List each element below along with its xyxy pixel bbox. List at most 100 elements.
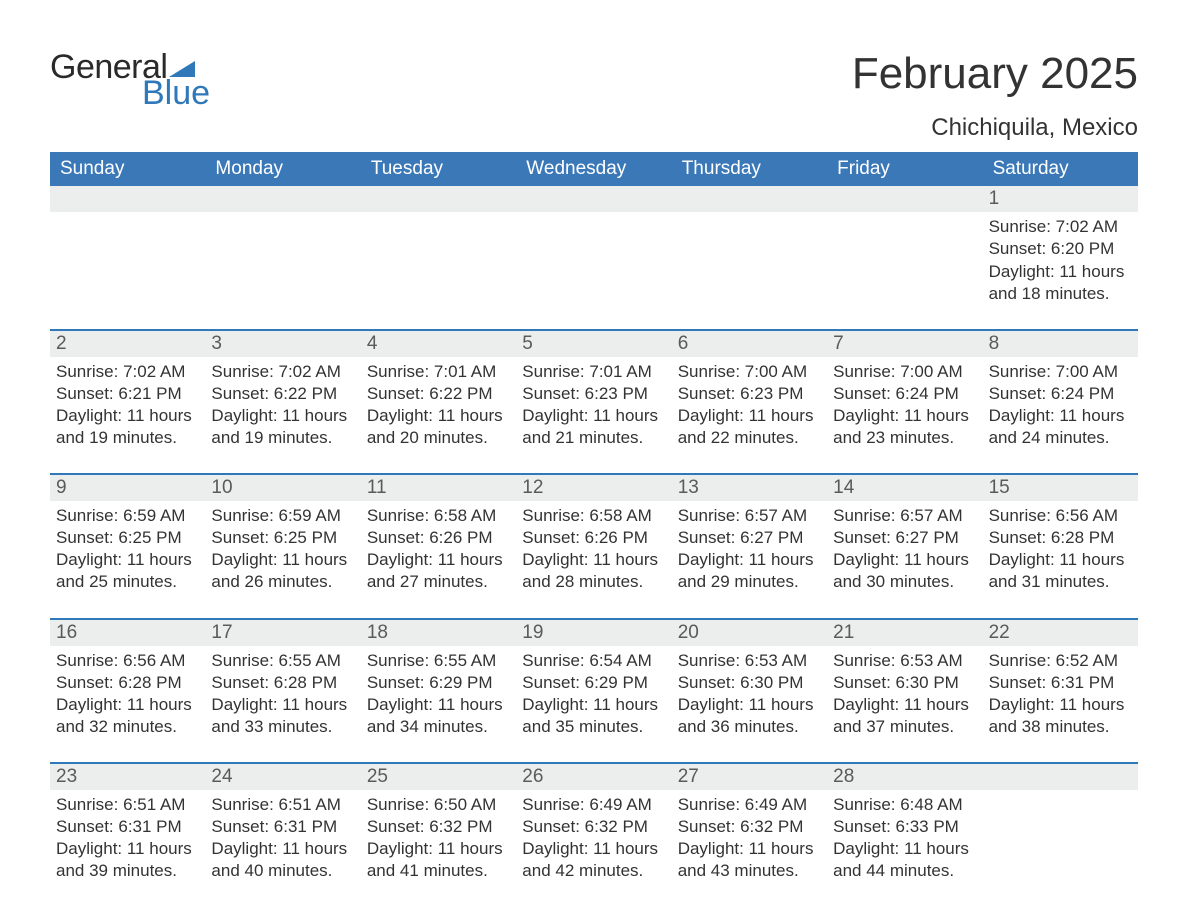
day-info xyxy=(50,212,205,304)
sunset-line: Sunset: 6:31 PM xyxy=(56,816,199,838)
day-cell xyxy=(361,186,516,304)
day-number: 14 xyxy=(827,475,982,501)
day-cell: 3Sunrise: 7:02 AMSunset: 6:22 PMDaylight… xyxy=(205,331,360,449)
day-number: 3 xyxy=(205,331,360,357)
sunrise-line: Sunrise: 6:55 AM xyxy=(367,650,510,672)
week-row: 16Sunrise: 6:56 AMSunset: 6:28 PMDayligh… xyxy=(50,618,1138,738)
sunset-line: Sunset: 6:21 PM xyxy=(56,383,199,405)
daylight-line: Daylight: 11 hours and 19 minutes. xyxy=(56,405,199,449)
day-number: 17 xyxy=(205,620,360,646)
sunset-line: Sunset: 6:22 PM xyxy=(211,383,354,405)
daylight-line: Daylight: 11 hours and 34 minutes. xyxy=(367,694,510,738)
daylight-line: Daylight: 11 hours and 38 minutes. xyxy=(989,694,1132,738)
day-info: Sunrise: 6:59 AMSunset: 6:25 PMDaylight:… xyxy=(50,501,205,593)
daylight-line: Daylight: 11 hours and 33 minutes. xyxy=(211,694,354,738)
day-number xyxy=(672,186,827,212)
day-number: 10 xyxy=(205,475,360,501)
day-number xyxy=(50,186,205,212)
day-info: Sunrise: 6:55 AMSunset: 6:28 PMDaylight:… xyxy=(205,646,360,738)
day-cell: 25Sunrise: 6:50 AMSunset: 6:32 PMDayligh… xyxy=(361,764,516,882)
sunset-line: Sunset: 6:30 PM xyxy=(678,672,821,694)
daylight-line: Daylight: 11 hours and 42 minutes. xyxy=(522,838,665,882)
day-number xyxy=(516,186,671,212)
day-cell: 28Sunrise: 6:48 AMSunset: 6:33 PMDayligh… xyxy=(827,764,982,882)
sunrise-line: Sunrise: 7:01 AM xyxy=(367,361,510,383)
day-info: Sunrise: 6:50 AMSunset: 6:32 PMDaylight:… xyxy=(361,790,516,882)
sunset-line: Sunset: 6:28 PM xyxy=(989,527,1132,549)
sunrise-line: Sunrise: 6:49 AM xyxy=(678,794,821,816)
day-info: Sunrise: 6:48 AMSunset: 6:33 PMDaylight:… xyxy=(827,790,982,882)
day-number: 8 xyxy=(983,331,1138,357)
daylight-line: Daylight: 11 hours and 24 minutes. xyxy=(989,405,1132,449)
daylight-line: Daylight: 11 hours and 31 minutes. xyxy=(989,549,1132,593)
daylight-line: Daylight: 11 hours and 32 minutes. xyxy=(56,694,199,738)
sunset-line: Sunset: 6:26 PM xyxy=(522,527,665,549)
day-cell: 2Sunrise: 7:02 AMSunset: 6:21 PMDaylight… xyxy=(50,331,205,449)
sunrise-line: Sunrise: 6:58 AM xyxy=(522,505,665,527)
day-info: Sunrise: 6:51 AMSunset: 6:31 PMDaylight:… xyxy=(50,790,205,882)
day-number: 23 xyxy=(50,764,205,790)
sunset-line: Sunset: 6:32 PM xyxy=(522,816,665,838)
dow-cell: Friday xyxy=(827,152,982,186)
sunset-line: Sunset: 6:20 PM xyxy=(989,238,1132,260)
daylight-line: Daylight: 11 hours and 18 minutes. xyxy=(989,261,1132,305)
daylight-line: Daylight: 11 hours and 43 minutes. xyxy=(678,838,821,882)
day-number: 26 xyxy=(516,764,671,790)
sunset-line: Sunset: 6:30 PM xyxy=(833,672,976,694)
day-cell: 9Sunrise: 6:59 AMSunset: 6:25 PMDaylight… xyxy=(50,475,205,593)
day-cell: 17Sunrise: 6:55 AMSunset: 6:28 PMDayligh… xyxy=(205,620,360,738)
daylight-line: Daylight: 11 hours and 30 minutes. xyxy=(833,549,976,593)
sunset-line: Sunset: 6:32 PM xyxy=(367,816,510,838)
day-info xyxy=(361,212,516,304)
sunset-line: Sunset: 6:29 PM xyxy=(522,672,665,694)
day-info: Sunrise: 6:59 AMSunset: 6:25 PMDaylight:… xyxy=(205,501,360,593)
day-number: 27 xyxy=(672,764,827,790)
sunset-line: Sunset: 6:31 PM xyxy=(211,816,354,838)
day-number: 28 xyxy=(827,764,982,790)
day-info: Sunrise: 6:56 AMSunset: 6:28 PMDaylight:… xyxy=(50,646,205,738)
sunrise-line: Sunrise: 6:57 AM xyxy=(833,505,976,527)
day-number: 15 xyxy=(983,475,1138,501)
daylight-line: Daylight: 11 hours and 22 minutes. xyxy=(678,405,821,449)
day-cell: 24Sunrise: 6:51 AMSunset: 6:31 PMDayligh… xyxy=(205,764,360,882)
day-cell: 18Sunrise: 6:55 AMSunset: 6:29 PMDayligh… xyxy=(361,620,516,738)
day-info: Sunrise: 6:53 AMSunset: 6:30 PMDaylight:… xyxy=(827,646,982,738)
daylight-line: Daylight: 11 hours and 37 minutes. xyxy=(833,694,976,738)
day-info: Sunrise: 6:54 AMSunset: 6:29 PMDaylight:… xyxy=(516,646,671,738)
day-info: Sunrise: 7:00 AMSunset: 6:23 PMDaylight:… xyxy=(672,357,827,449)
sunset-line: Sunset: 6:24 PM xyxy=(833,383,976,405)
day-number: 22 xyxy=(983,620,1138,646)
day-info xyxy=(672,212,827,304)
day-info: Sunrise: 7:02 AMSunset: 6:20 PMDaylight:… xyxy=(983,212,1138,304)
dow-cell: Saturday xyxy=(983,152,1138,186)
daylight-line: Daylight: 11 hours and 29 minutes. xyxy=(678,549,821,593)
day-number: 1 xyxy=(983,186,1138,212)
day-info xyxy=(516,212,671,304)
day-cell: 19Sunrise: 6:54 AMSunset: 6:29 PMDayligh… xyxy=(516,620,671,738)
day-number: 19 xyxy=(516,620,671,646)
day-number xyxy=(361,186,516,212)
sunrise-line: Sunrise: 6:57 AM xyxy=(678,505,821,527)
daylight-line: Daylight: 11 hours and 28 minutes. xyxy=(522,549,665,593)
day-info: Sunrise: 6:57 AMSunset: 6:27 PMDaylight:… xyxy=(827,501,982,593)
day-cell: 12Sunrise: 6:58 AMSunset: 6:26 PMDayligh… xyxy=(516,475,671,593)
sunrise-line: Sunrise: 7:02 AM xyxy=(56,361,199,383)
sunset-line: Sunset: 6:25 PM xyxy=(56,527,199,549)
day-cell: 7Sunrise: 7:00 AMSunset: 6:24 PMDaylight… xyxy=(827,331,982,449)
day-info: Sunrise: 6:55 AMSunset: 6:29 PMDaylight:… xyxy=(361,646,516,738)
sunrise-line: Sunrise: 6:48 AM xyxy=(833,794,976,816)
daylight-line: Daylight: 11 hours and 44 minutes. xyxy=(833,838,976,882)
brand-word-2: Blue xyxy=(142,76,210,110)
day-cell: 23Sunrise: 6:51 AMSunset: 6:31 PMDayligh… xyxy=(50,764,205,882)
sunset-line: Sunset: 6:27 PM xyxy=(678,527,821,549)
day-number: 6 xyxy=(672,331,827,357)
day-info: Sunrise: 6:53 AMSunset: 6:30 PMDaylight:… xyxy=(672,646,827,738)
day-info: Sunrise: 6:58 AMSunset: 6:26 PMDaylight:… xyxy=(361,501,516,593)
day-number: 18 xyxy=(361,620,516,646)
sunrise-line: Sunrise: 7:02 AM xyxy=(211,361,354,383)
day-number: 16 xyxy=(50,620,205,646)
sunrise-line: Sunrise: 6:58 AM xyxy=(367,505,510,527)
day-cell: 21Sunrise: 6:53 AMSunset: 6:30 PMDayligh… xyxy=(827,620,982,738)
day-info: Sunrise: 6:49 AMSunset: 6:32 PMDaylight:… xyxy=(516,790,671,882)
day-info: Sunrise: 6:49 AMSunset: 6:32 PMDaylight:… xyxy=(672,790,827,882)
